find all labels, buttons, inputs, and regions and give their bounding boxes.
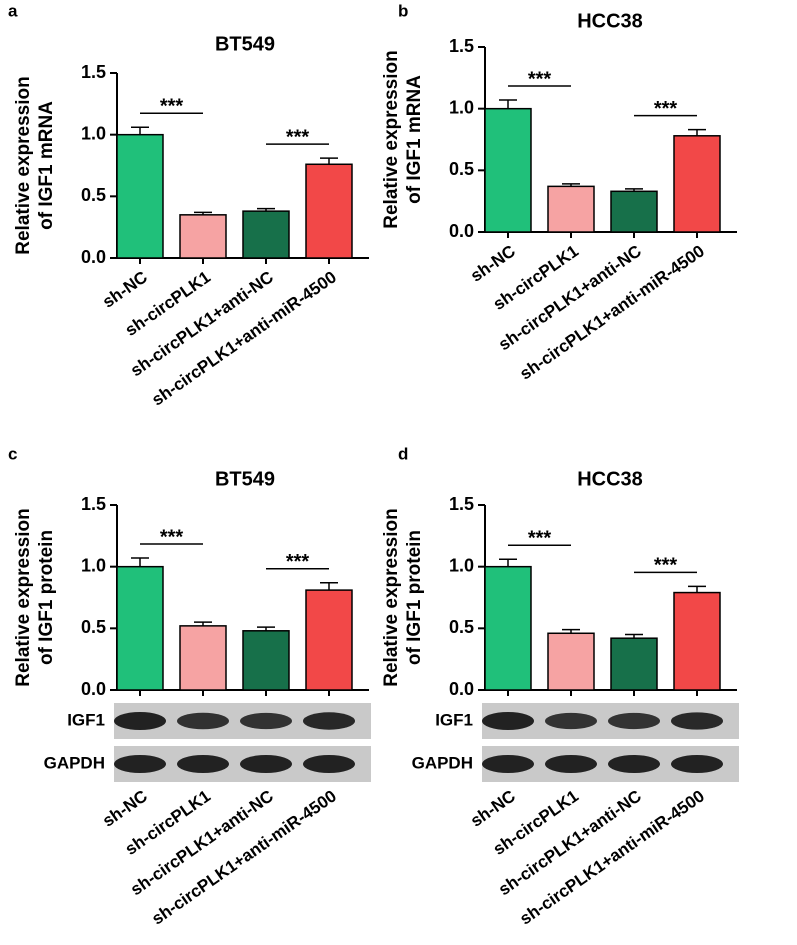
blot-band (177, 712, 229, 730)
y-axis-label: Relative expression (381, 50, 402, 228)
error-bar (562, 628, 580, 634)
bar (673, 135, 721, 233)
blot-band (671, 712, 723, 730)
chart-title: BT549 (215, 33, 275, 55)
error-bar (320, 581, 338, 591)
significance-label: *** (160, 526, 184, 548)
bar (179, 214, 227, 259)
blot-band (608, 755, 660, 773)
error-bar (194, 211, 212, 215)
blot-band (240, 712, 292, 730)
error-bar (499, 558, 517, 567)
y-tick-label: 0.5 (449, 617, 474, 637)
significance-label: *** (528, 68, 552, 90)
y-tick-label: 0.0 (81, 679, 106, 699)
y-axis-label: Relative expression (13, 76, 34, 254)
error-bar (688, 128, 706, 136)
x-tick-label: sh-NC (99, 267, 151, 311)
chart-title: HCC38 (577, 468, 643, 490)
bar (179, 625, 227, 691)
bar (610, 637, 658, 691)
error-bar (499, 99, 517, 109)
blot-band (545, 755, 597, 773)
bar (116, 133, 164, 259)
error-bar (131, 557, 149, 567)
error-bar (257, 207, 275, 212)
panel-letter: a (8, 1, 18, 20)
x-tick-label: sh-NC (467, 786, 519, 830)
bar (242, 630, 290, 691)
y-tick-label: 0.5 (449, 159, 474, 179)
blot-band (303, 712, 355, 730)
chart-title: BT549 (215, 468, 275, 490)
error-bar (194, 621, 212, 626)
significance-label: *** (528, 528, 552, 550)
y-tick-label: 0.5 (81, 185, 106, 205)
y-tick-label: 1.5 (81, 62, 106, 82)
significance-label: *** (654, 555, 678, 577)
bar (242, 210, 290, 259)
error-bar (320, 157, 338, 165)
y-axis-label: of IGF1 mRNA (404, 75, 425, 204)
error-bar (562, 183, 580, 187)
error-bar (257, 626, 275, 631)
y-axis-label: Relative expression (381, 508, 402, 686)
y-tick-label: 1.0 (81, 123, 106, 143)
y-tick-label: 1.0 (449, 97, 474, 117)
blot-band (482, 712, 534, 730)
y-axis-label: of IGF1 mRNA (36, 101, 57, 230)
blot-band (608, 712, 660, 730)
significance-label: *** (286, 126, 310, 148)
significance-label: *** (160, 96, 184, 118)
significance-label: *** (654, 98, 678, 120)
chart-title: HCC38 (577, 10, 643, 32)
x-tick-label: sh-NC (99, 786, 151, 830)
panel-letter: c (8, 444, 17, 463)
y-axis-label: Relative expression (13, 508, 34, 686)
x-tick-label: sh-NC (467, 241, 519, 285)
error-bar (131, 126, 149, 135)
y-tick-label: 0.0 (81, 247, 106, 267)
y-axis-label: of IGF1 protein (36, 530, 57, 665)
bar (673, 591, 721, 691)
bar (484, 565, 532, 691)
y-tick-label: 1.0 (81, 555, 106, 575)
blot-band (545, 712, 597, 730)
error-bar (625, 188, 643, 192)
y-tick-label: 0.0 (449, 221, 474, 241)
bar (484, 107, 532, 233)
panel-letter: b (398, 1, 408, 20)
blot-label: IGF1 (435, 710, 473, 729)
blot-band (303, 755, 355, 773)
bar (547, 185, 595, 233)
bar (116, 565, 164, 691)
blot-band (177, 755, 229, 773)
y-tick-label: 1.5 (81, 494, 106, 514)
blot-band (114, 712, 166, 730)
significance-label: *** (286, 551, 310, 573)
error-bar (688, 585, 706, 593)
y-axis-label: of IGF1 protein (404, 530, 425, 665)
blot-label: GAPDH (412, 753, 473, 772)
bar (610, 190, 658, 233)
panel-letter: d (398, 444, 408, 463)
bar (547, 632, 595, 691)
blot-band (482, 755, 534, 773)
error-bar (625, 633, 643, 639)
y-tick-label: 1.0 (449, 555, 474, 575)
blot-band (240, 755, 292, 773)
bar (305, 163, 353, 259)
blot-label: GAPDH (44, 753, 105, 772)
blot-band (671, 755, 723, 773)
blot-label: IGF1 (67, 710, 105, 729)
y-tick-label: 0.5 (81, 617, 106, 637)
y-tick-label: 0.0 (449, 679, 474, 699)
y-tick-label: 1.5 (449, 36, 474, 56)
bar (305, 589, 353, 691)
y-tick-label: 1.5 (449, 494, 474, 514)
blot-band (114, 755, 166, 773)
